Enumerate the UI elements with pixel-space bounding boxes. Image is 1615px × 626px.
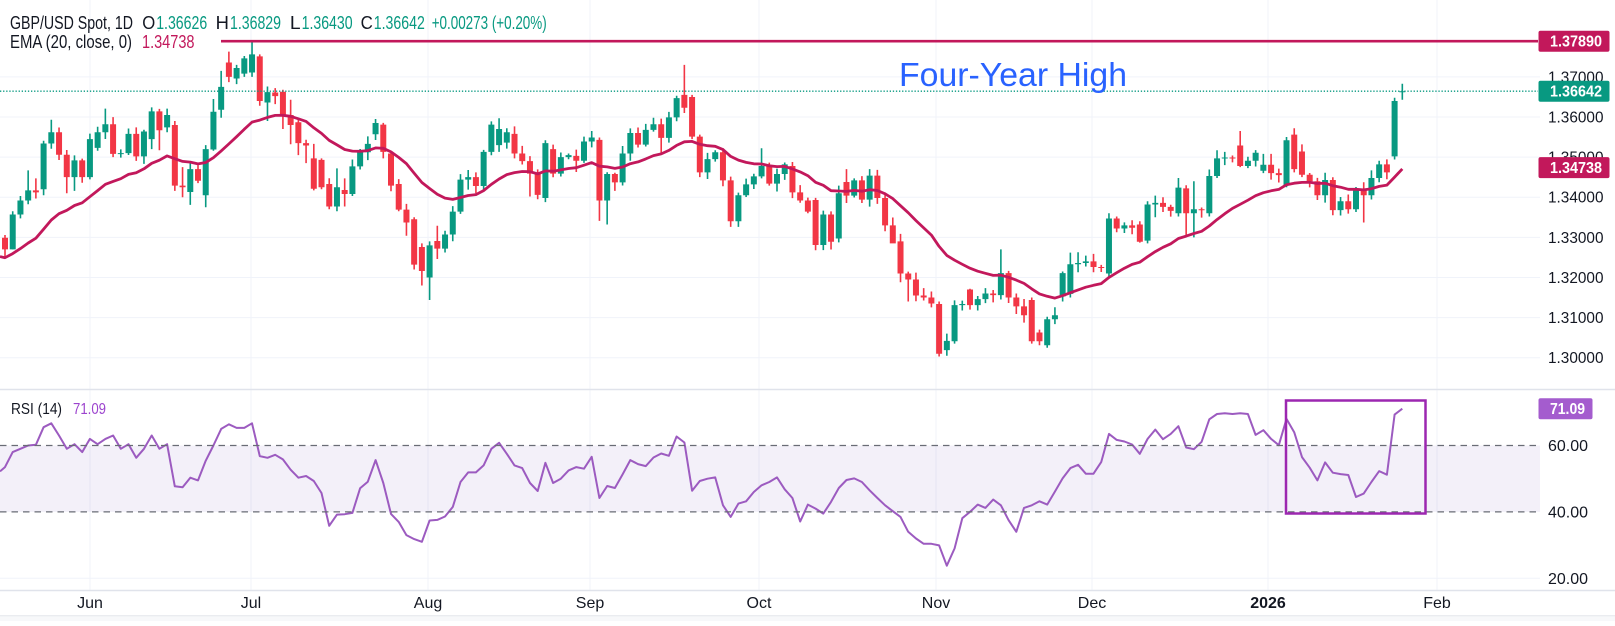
svg-text:1.33000: 1.33000 [1548, 230, 1604, 247]
svg-text:RSI (14): RSI (14) [11, 401, 62, 418]
svg-text:60.00: 60.00 [1548, 438, 1588, 455]
svg-text:Jul: Jul [241, 595, 261, 612]
svg-text:Four-Year High: Four-Year High [899, 56, 1127, 93]
svg-text:1.32000: 1.32000 [1548, 270, 1604, 287]
svg-text:Aug: Aug [414, 595, 442, 612]
svg-text:1.37890: 1.37890 [1550, 34, 1602, 51]
svg-text:O: O [142, 13, 155, 33]
svg-text:20.00: 20.00 [1548, 571, 1588, 588]
svg-text:1.34000: 1.34000 [1548, 190, 1604, 207]
svg-text:EMA (20, close, 0): EMA (20, close, 0) [10, 32, 132, 52]
svg-text:Dec: Dec [1078, 595, 1106, 612]
svg-text:40.00: 40.00 [1548, 504, 1588, 521]
svg-text:1.36642: 1.36642 [1550, 84, 1602, 101]
svg-text:1.31000: 1.31000 [1548, 310, 1604, 327]
svg-text:C: C [361, 13, 373, 33]
svg-text:1.30000: 1.30000 [1548, 350, 1604, 367]
svg-text:1.34738: 1.34738 [1550, 160, 1602, 177]
svg-text:Sep: Sep [576, 595, 605, 612]
svg-text:1.34738: 1.34738 [142, 32, 195, 52]
svg-text:Nov: Nov [922, 595, 950, 612]
svg-text:71.09: 71.09 [73, 401, 106, 418]
svg-text:2026: 2026 [1250, 595, 1286, 612]
svg-text:1.36642: 1.36642 [374, 13, 425, 33]
svg-text:+0.00273 (+0.20%): +0.00273 (+0.20%) [432, 13, 547, 33]
svg-text:1.36430: 1.36430 [302, 13, 353, 33]
svg-text:71.09: 71.09 [1550, 401, 1585, 418]
svg-text:Oct: Oct [747, 595, 772, 612]
svg-text:H: H [216, 13, 229, 33]
svg-text:Jun: Jun [77, 595, 103, 612]
svg-text:Feb: Feb [1423, 595, 1451, 612]
svg-text:L: L [290, 13, 301, 33]
svg-text:1.36000: 1.36000 [1548, 110, 1604, 127]
svg-text:1.36626: 1.36626 [156, 13, 207, 33]
svg-text:GBP/USD Spot, 1D: GBP/USD Spot, 1D [10, 13, 133, 33]
svg-text:1.36829: 1.36829 [230, 13, 281, 33]
